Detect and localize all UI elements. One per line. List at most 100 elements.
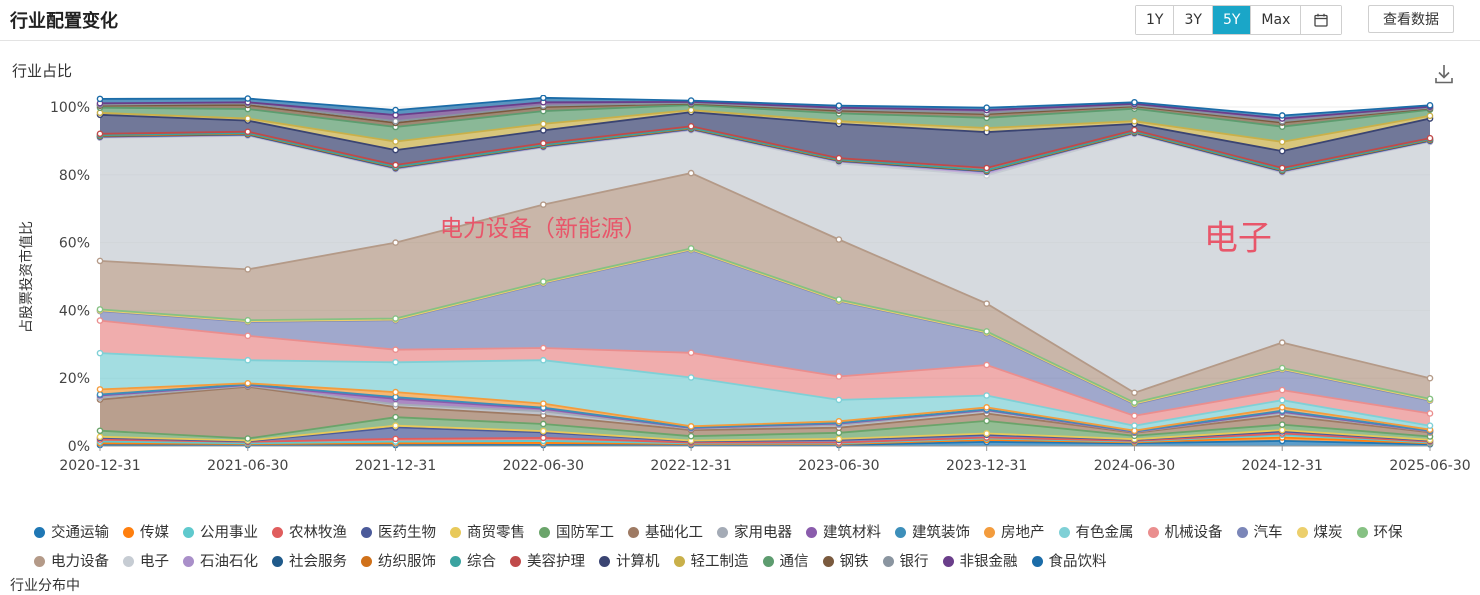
series-房地产-point[interactable]	[687, 423, 695, 430]
series-家用电器-point[interactable]	[392, 401, 399, 408]
series-机械设备-point[interactable]	[540, 344, 547, 352]
series-环保-point[interactable]	[1278, 364, 1286, 372]
series-环保-point[interactable]	[687, 245, 695, 252]
series-商贸零售-point[interactable]	[392, 422, 399, 429]
series-环保-point[interactable]	[540, 278, 547, 285]
series-美容护理-point[interactable]	[392, 161, 399, 169]
series-美容护理-point[interactable]	[1278, 164, 1286, 172]
legend-item[interactable]: 商贸零售	[450, 519, 525, 548]
series-食品饮料-point[interactable]	[244, 95, 252, 102]
series-环保-point[interactable]	[96, 306, 104, 313]
series-轻工制造-point[interactable]	[835, 117, 843, 125]
series-国防军工-point[interactable]	[540, 420, 547, 428]
series-房地产-point[interactable]	[244, 379, 252, 387]
legend-item[interactable]: 计算机	[599, 548, 660, 577]
legend-item[interactable]: 食品饮料	[1031, 548, 1107, 577]
series-机械设备-point[interactable]	[983, 361, 990, 369]
range-1y-button[interactable]: 1Y	[1136, 6, 1175, 34]
series-房地产-point[interactable]	[835, 417, 843, 425]
series-环保-point[interactable]	[1131, 399, 1138, 406]
series-有色金属-point[interactable]	[96, 349, 104, 357]
series-有色金属-point[interactable]	[835, 396, 843, 404]
legend-item[interactable]: 非银金融	[942, 548, 1018, 577]
series-计算机-point[interactable]	[540, 127, 547, 134]
series-食品饮料-point[interactable]	[1426, 102, 1434, 109]
series-食品饮料-point[interactable]	[540, 95, 547, 102]
series-机械设备-point[interactable]	[687, 349, 695, 357]
series-计算机-point[interactable]	[1278, 147, 1286, 155]
legend-item[interactable]: 美容护理	[510, 548, 585, 577]
series-商贸零售-point[interactable]	[983, 430, 990, 437]
series-食品饮料-point[interactable]	[1278, 112, 1286, 119]
view-data-button[interactable]: 查看数据	[1368, 5, 1454, 33]
legend-item[interactable]: 石油石化	[183, 548, 258, 577]
range-5y-button[interactable]: 5Y	[1212, 6, 1252, 34]
series-有色金属-point[interactable]	[1131, 422, 1138, 429]
series-食品饮料-point[interactable]	[687, 97, 695, 104]
series-电力设备-point[interactable]	[1426, 374, 1434, 382]
series-电力设备-point[interactable]	[1131, 389, 1138, 397]
series-轻工制造-point[interactable]	[244, 115, 252, 122]
series-机械设备-point[interactable]	[835, 373, 843, 380]
series-美容护理-point[interactable]	[983, 164, 990, 172]
legend-item[interactable]: 轻工制造	[673, 548, 749, 577]
legend-item[interactable]: 纺织服饰	[361, 548, 436, 577]
series-环保-point[interactable]	[244, 316, 252, 324]
legend-item[interactable]: 医药生物	[361, 519, 436, 548]
series-食品饮料-point[interactable]	[96, 95, 104, 103]
series-美容护理-point[interactable]	[96, 130, 104, 138]
series-房地产-point[interactable]	[983, 404, 990, 411]
legend-item[interactable]: 公用事业	[183, 519, 258, 548]
series-银行-point[interactable]	[392, 117, 399, 125]
series-商贸零售-point[interactable]	[835, 435, 843, 443]
series-机械设备-point[interactable]	[1426, 410, 1434, 417]
series-有色金属-point[interactable]	[1278, 396, 1286, 404]
calendar-icon[interactable]	[1301, 6, 1342, 34]
series-电力设备-point[interactable]	[687, 169, 695, 177]
series-电力设备-point[interactable]	[1278, 339, 1286, 346]
legend-item[interactable]: 钢铁	[822, 548, 869, 577]
series-商贸零售-point[interactable]	[540, 427, 547, 435]
series-食品饮料-point[interactable]	[392, 106, 399, 114]
legend-item[interactable]: 家用电器	[717, 519, 792, 548]
series-轻工制造-point[interactable]	[1278, 138, 1286, 146]
series-美容护理-point[interactable]	[244, 128, 252, 136]
series-房地产-point[interactable]	[392, 388, 399, 396]
legend-item[interactable]: 综合	[450, 548, 496, 577]
series-房地产-point[interactable]	[96, 386, 104, 393]
series-计算机-point[interactable]	[392, 146, 399, 154]
legend-item[interactable]: 建筑材料	[806, 519, 881, 548]
legend-item[interactable]: 环保	[1356, 519, 1403, 548]
legend-item[interactable]: 社会服务	[272, 548, 347, 577]
legend-item[interactable]: 电子	[123, 548, 169, 577]
series-美容护理-point[interactable]	[687, 123, 695, 130]
series-环保-point[interactable]	[835, 296, 843, 303]
series-美容护理-point[interactable]	[1426, 134, 1434, 142]
series-农林牧渔-point[interactable]	[392, 435, 399, 443]
series-国防军工-point[interactable]	[1278, 421, 1286, 428]
series-有色金属-point[interactable]	[983, 392, 990, 399]
series-房地产-point[interactable]	[540, 400, 547, 407]
legend-item[interactable]: 汽车	[1236, 519, 1283, 548]
series-机械设备-point[interactable]	[96, 317, 104, 324]
series-轻工制造-point[interactable]	[983, 124, 990, 132]
series-环保-point[interactable]	[392, 315, 399, 322]
series-国防军工-point[interactable]	[392, 413, 399, 421]
series-有色金属-point[interactable]	[392, 358, 399, 366]
series-农林牧渔-point[interactable]	[540, 434, 547, 442]
range-3y-button[interactable]: 3Y	[1174, 6, 1213, 34]
series-有色金属-point[interactable]	[687, 374, 695, 381]
series-美容护理-point[interactable]	[540, 139, 547, 147]
series-电力设备-point[interactable]	[835, 236, 843, 243]
series-商贸零售-point[interactable]	[1278, 426, 1286, 434]
series-国防军工-point[interactable]	[983, 417, 990, 425]
series-电力设备-point[interactable]	[96, 257, 104, 265]
legend-item[interactable]: 煤炭	[1296, 519, 1343, 548]
legend-item[interactable]: 传媒	[123, 519, 169, 548]
legend-item[interactable]: 通信	[762, 548, 809, 577]
legend-item[interactable]: 国防军工	[539, 519, 614, 548]
legend-item[interactable]: 电力设备	[34, 548, 109, 577]
legend-item[interactable]: 建筑装饰	[895, 519, 970, 548]
series-环保-point[interactable]	[1426, 395, 1434, 403]
series-国防军工-point[interactable]	[244, 435, 252, 442]
